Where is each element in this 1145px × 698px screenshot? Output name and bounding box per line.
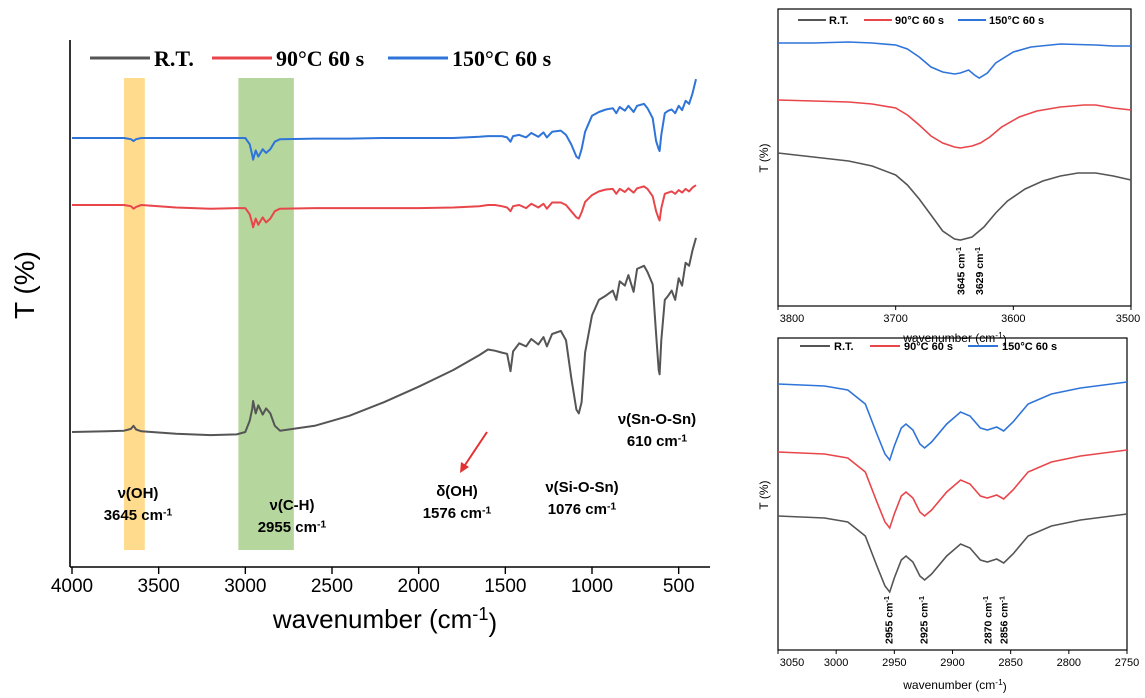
ch-legend: R.T. 90°C 60 s 150°C 60 s <box>800 341 1057 353</box>
legend-label-rt: R.T. <box>154 46 194 71</box>
ch-x-tick-label: 2800 <box>1057 657 1081 669</box>
legend-label-150c: 150°C 60 s <box>452 46 552 71</box>
main-x-tick-label: 1000 <box>571 576 613 597</box>
oh-x-tick-label: 3600 <box>1001 313 1025 325</box>
ch-series-line-90c <box>777 449 1128 530</box>
ch-series-line-150c <box>777 381 1128 462</box>
main-x-tick-label: 3500 <box>138 576 180 597</box>
ch-series-line-rt <box>777 513 1128 594</box>
annotation-sioSn-label: ν(Si-O-Sn) <box>545 479 618 496</box>
ch-legend-label-150c: 150°C 60 s <box>1002 341 1057 353</box>
oh-x-tick-label: 3800 <box>780 313 804 325</box>
ch-x-tick-label: 2850 <box>998 657 1022 669</box>
ch-inset-panel: 3050 3000 2950 2900 2850 2800 2750 2955 cm-1 29… <box>757 337 1139 694</box>
ch-x-tick-label: 2750 <box>1115 657 1139 669</box>
ch-peak-label: 2856 cm-1 <box>997 596 1010 644</box>
oh-peak-label: 3629 cm-1 <box>973 247 986 295</box>
main-x-tick-label: 2500 <box>311 576 353 597</box>
oh-legend-label-150c: 150°C 60 s <box>989 15 1044 27</box>
series-line-90c <box>72 184 697 229</box>
main-x-tick-label: 500 <box>663 576 695 597</box>
legend-label-90c: 90°C 60 s <box>276 46 365 71</box>
ch-x-label: wavenumber (cm-1) <box>902 677 1006 693</box>
oh-x-tick-label: 3700 <box>883 313 907 325</box>
oh-legend-label-rt: R.T. <box>829 15 849 27</box>
series-line-rt <box>71 237 697 437</box>
annotation-dOH-label: δ(OH) <box>436 483 478 500</box>
ch-legend-label-90c: 90°C 60 s <box>904 341 953 353</box>
oh-band-highlight <box>124 78 145 550</box>
oh-series-line-rt <box>777 152 1132 241</box>
annotation-ch-label: ν(C-H) <box>270 497 315 514</box>
ch-x-tick-label: 3000 <box>824 657 848 669</box>
oh-series-line-90c <box>777 99 1132 149</box>
ch-x-tick-label: 2900 <box>940 657 964 669</box>
oh-legend: R.T. 90°C 60 s 150°C 60 s <box>798 15 1044 27</box>
ch-x-tick-label: 3050 <box>780 657 804 669</box>
main-x-tick-label: 4000 <box>51 576 93 597</box>
main-y-label: T (%) <box>9 251 40 319</box>
oh-series-line-150c <box>778 41 1131 79</box>
ch-x-tick-label: 2950 <box>882 657 906 669</box>
ch-peak-label: 2870 cm-1 <box>981 596 994 644</box>
oh-legend-label-90c: 90°C 60 s <box>895 15 944 27</box>
main-legend: R.T. 90°C 60 s 150°C 60 s <box>90 46 552 71</box>
annotation-dOH-value: 1576 cm-1 <box>423 504 492 522</box>
ch-legend-label-rt: R.T. <box>834 341 854 353</box>
annotation-arrow-dOH <box>460 431 488 473</box>
ch-y-label: T (%) <box>757 480 771 509</box>
annotation-oh-value: 3645 cm-1 <box>104 506 173 524</box>
ch-peak-label: 2925 cm-1 <box>917 596 930 644</box>
main-x-label: wavenumber (cm-1) <box>272 604 497 638</box>
annotation-ch-value: 2955 cm-1 <box>258 518 327 536</box>
main-spectrum-panel: 4000 3500 3000 2500 2000 1500 1000 500 R.T. 90°… <box>9 40 710 638</box>
annotation-snoSn-label: ν(Sn-O-Sn) <box>618 411 696 428</box>
annotation-sioSn-value: 1076 cm-1 <box>548 500 617 518</box>
oh-y-label: T (%) <box>757 143 771 172</box>
ch-frame <box>777 337 1128 651</box>
annotation-snoSn-value: 610 cm-1 <box>627 432 687 450</box>
oh-x-tick-label: 3500 <box>1116 313 1140 325</box>
series-line-150c <box>72 78 697 161</box>
main-x-tick-label: 1500 <box>484 576 526 597</box>
annotation-oh-label: ν(OH) <box>118 485 159 502</box>
ch-band-highlight <box>238 78 294 550</box>
ch-peak-label: 2955 cm-1 <box>882 596 895 644</box>
main-x-tick-label: 3000 <box>224 576 266 597</box>
main-x-tick-label: 2000 <box>398 576 440 597</box>
oh-frame <box>777 8 1132 307</box>
oh-inset-panel: 3800 3700 3600 3500 3645 cm-1 3629 cm-1 R.T.… <box>757 8 1140 347</box>
oh-peak-label: 3645 cm-1 <box>954 247 967 295</box>
main-annotations: ν(OH) 3645 cm-1 ν(C-H) 2955 cm-1 δ(OH) 1… <box>104 411 696 536</box>
